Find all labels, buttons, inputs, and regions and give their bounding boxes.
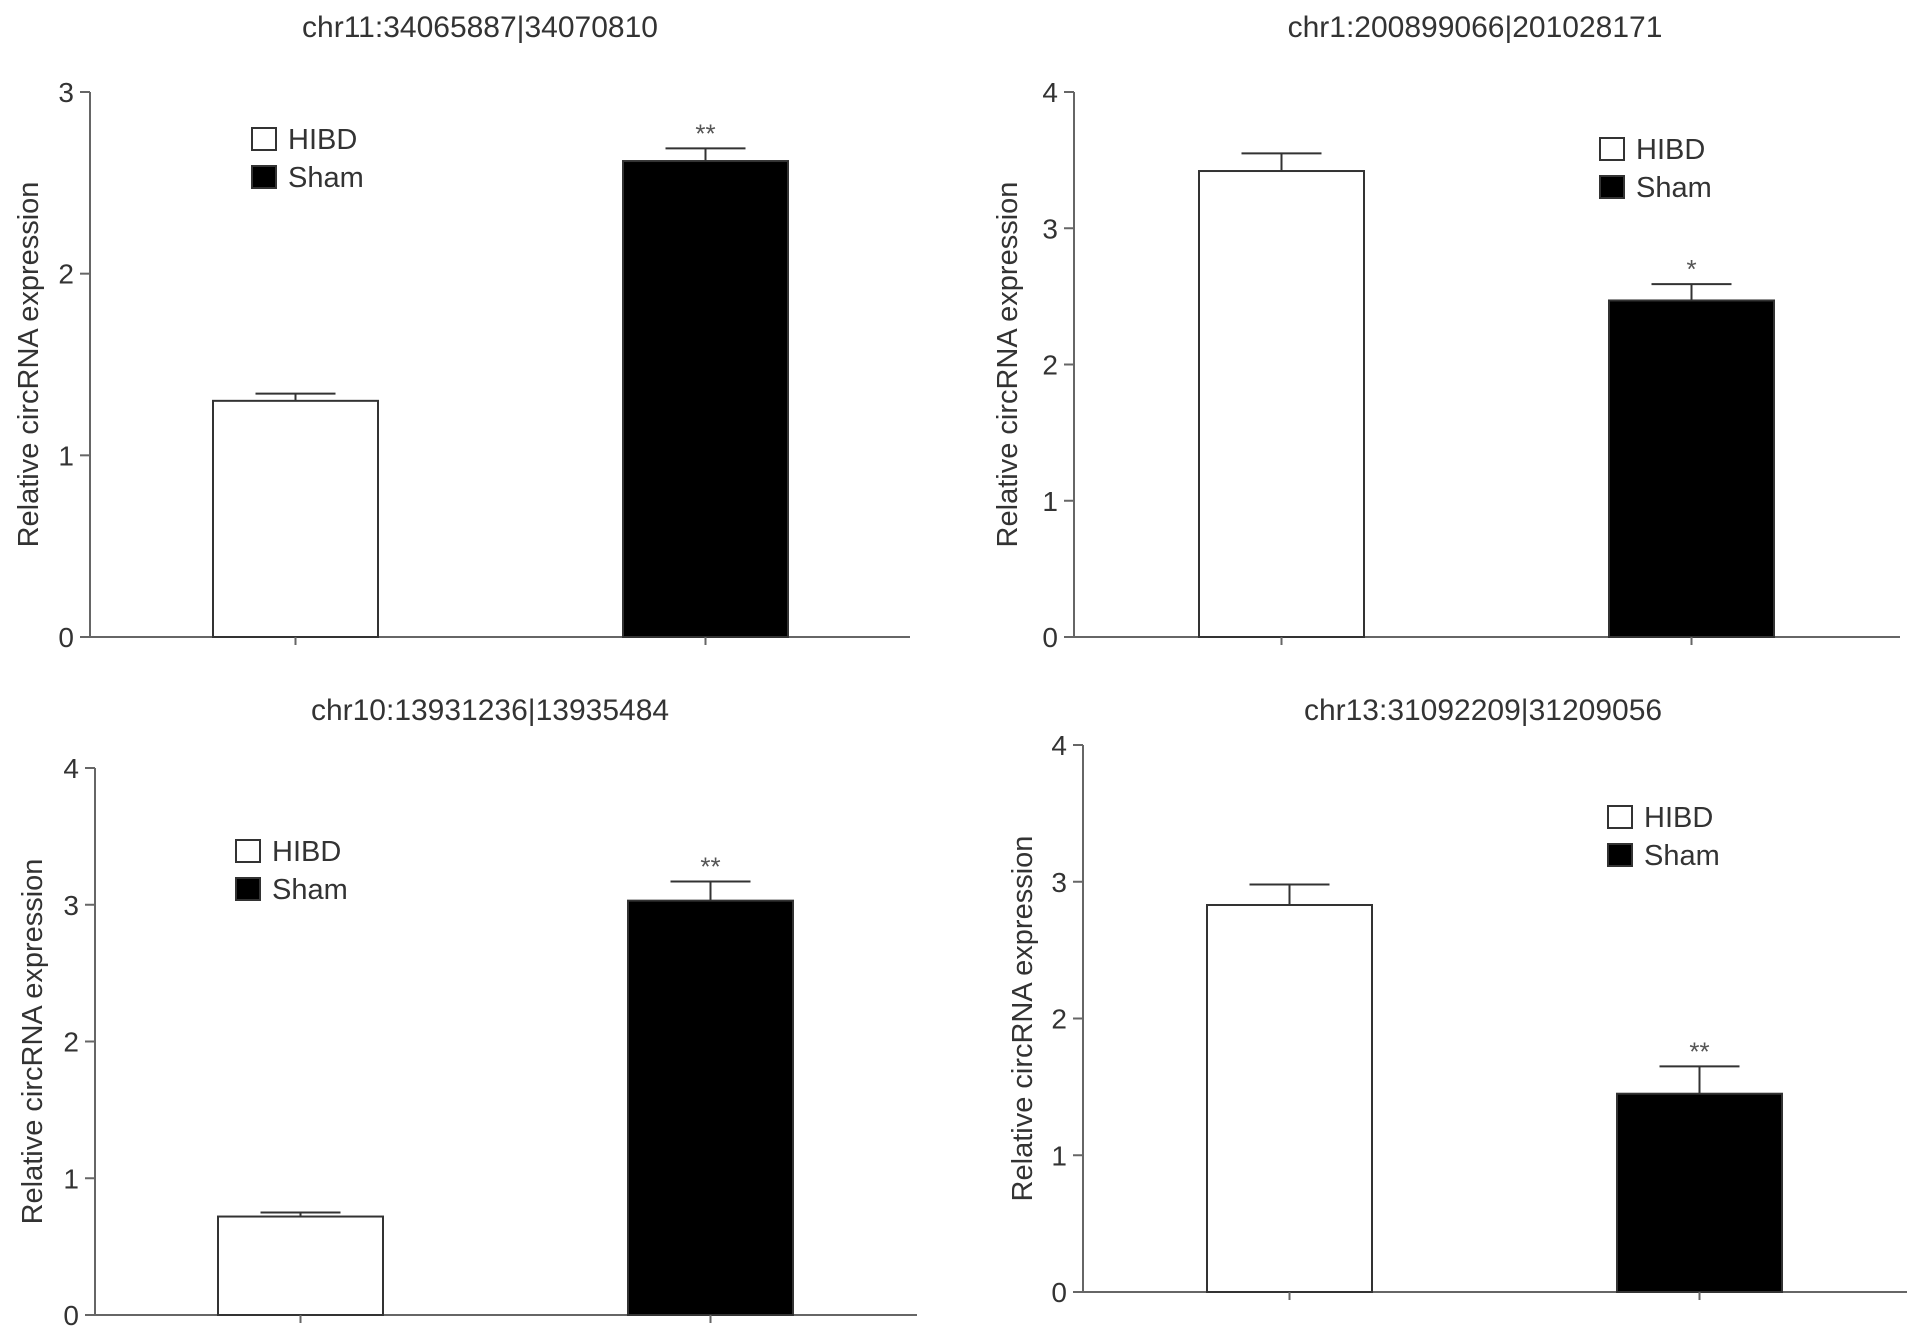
y-axis-label: Relative circRNA expression — [1007, 836, 1039, 1202]
significance-marker: ** — [1689, 1036, 1709, 1066]
chart-title: chr1:200899066|201028171 — [1288, 11, 1663, 44]
y-tick-label: 1 — [1051, 1140, 1067, 1171]
legend-label-sham: Sham — [272, 874, 348, 906]
bar-hibd — [217, 1215, 384, 1317]
y-tick-label: 2 — [63, 1027, 79, 1058]
y-tick-label: 3 — [58, 77, 74, 108]
bar-hibd — [1198, 170, 1365, 638]
legend-swatch-hibd — [251, 127, 277, 151]
bar-sham — [627, 899, 794, 1317]
y-tick-label: 3 — [63, 890, 79, 921]
y-tick-label: 1 — [63, 1163, 79, 1194]
legend-swatch-sham — [1599, 175, 1625, 199]
y-tick-label: 0 — [1051, 1277, 1067, 1308]
legend-label-hibd: HIBD — [272, 836, 341, 868]
legend-label-hibd: HIBD — [288, 124, 357, 156]
legend-label-sham: Sham — [288, 162, 364, 194]
significance-marker: ** — [695, 118, 715, 148]
chart-panel-3: chr10:13931236|13935484 0 1 2 3 4 Relative cir… — [17, 694, 917, 1331]
legend-swatch-hibd — [235, 839, 261, 863]
bar-sham — [622, 160, 789, 639]
y-tick-label: 3 — [1042, 213, 1058, 244]
chart-panel-2: chr1:200899066|201028171 0 1 2 3 4 Relative ci… — [992, 11, 1900, 653]
legend-swatch-hibd — [1607, 805, 1633, 829]
legend-label-sham: Sham — [1636, 172, 1712, 204]
y-tick-label: 0 — [63, 1300, 79, 1331]
legend-label-hibd: HIBD — [1644, 802, 1713, 834]
y-tick-label: 2 — [58, 259, 74, 290]
y-tick-label: 4 — [63, 753, 79, 784]
chart-title: chr10:13931236|13935484 — [311, 694, 669, 727]
legend-swatch-sham — [251, 165, 277, 189]
chart-panel-1: chr11:34065887|34070810 0 1 2 3 Relative circ… — [13, 11, 910, 653]
y-tick-label: 4 — [1051, 730, 1067, 761]
y-tick-label: 3 — [1051, 867, 1067, 898]
y-tick-label: 1 — [58, 440, 74, 471]
y-tick-label: 1 — [1042, 486, 1058, 517]
chart-title: chr11:34065887|34070810 — [302, 11, 658, 44]
legend-swatch-sham — [235, 877, 261, 901]
significance-marker: ** — [700, 852, 720, 882]
chart-panel-4: chr13:31092209|31209056 0 1 2 3 4 Relative cir… — [1007, 694, 1907, 1308]
y-axis-label: Relative circRNA expression — [992, 182, 1024, 548]
significance-marker: * — [1686, 254, 1696, 284]
y-axis-label: Relative circRNA expression — [13, 182, 45, 548]
y-tick-label: 4 — [1042, 77, 1058, 108]
y-tick-label: 0 — [58, 622, 74, 653]
legend-swatch-hibd — [1599, 137, 1625, 161]
bar-sham — [1616, 1092, 1783, 1294]
y-tick-label: 2 — [1042, 350, 1058, 381]
bar-hibd — [1206, 903, 1373, 1293]
legend-label-sham: Sham — [1644, 840, 1720, 872]
chart-title: chr13:31092209|31209056 — [1304, 694, 1662, 727]
legend-label-hibd: HIBD — [1636, 134, 1705, 166]
y-axis-label: Relative circRNA expression — [17, 859, 49, 1225]
legend-swatch-sham — [1607, 843, 1633, 867]
bar-sham — [1608, 299, 1775, 638]
bar-hibd — [212, 399, 379, 639]
y-tick-label: 0 — [1042, 622, 1058, 653]
y-tick-label: 2 — [1051, 1004, 1067, 1035]
